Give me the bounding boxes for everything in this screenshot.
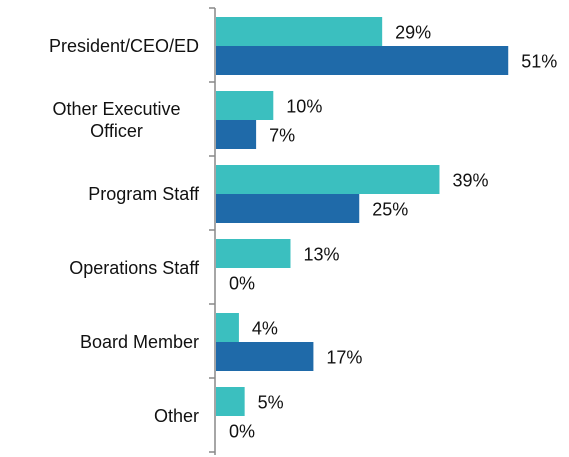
value-label: 13% [303,244,339,264]
bar [216,46,509,75]
category-label: Other [153,406,199,426]
value-label: 39% [452,170,488,190]
value-label: 0% [229,273,255,293]
bar [216,387,245,416]
bar [216,313,239,342]
value-label: 51% [521,51,557,71]
category-label: Board Member [79,332,199,352]
category-label: Operations Staff [69,258,199,278]
bar [216,120,257,149]
bar [216,165,440,194]
value-label: 10% [286,96,322,116]
bar [216,91,274,120]
category-label: Program Staff [88,184,199,204]
value-label: 25% [372,199,408,219]
category-label: President/CEO/ED [48,36,199,56]
bar [216,194,360,223]
bar [216,17,383,46]
value-label: 0% [229,421,255,441]
value-label: 29% [395,22,431,42]
value-label: 5% [258,392,284,412]
value-label: 7% [269,125,295,145]
value-label: 17% [326,347,362,367]
bar [216,342,314,371]
value-label: 4% [252,318,278,338]
bar [216,239,291,268]
category-label: Other Executive Officer [52,99,181,141]
